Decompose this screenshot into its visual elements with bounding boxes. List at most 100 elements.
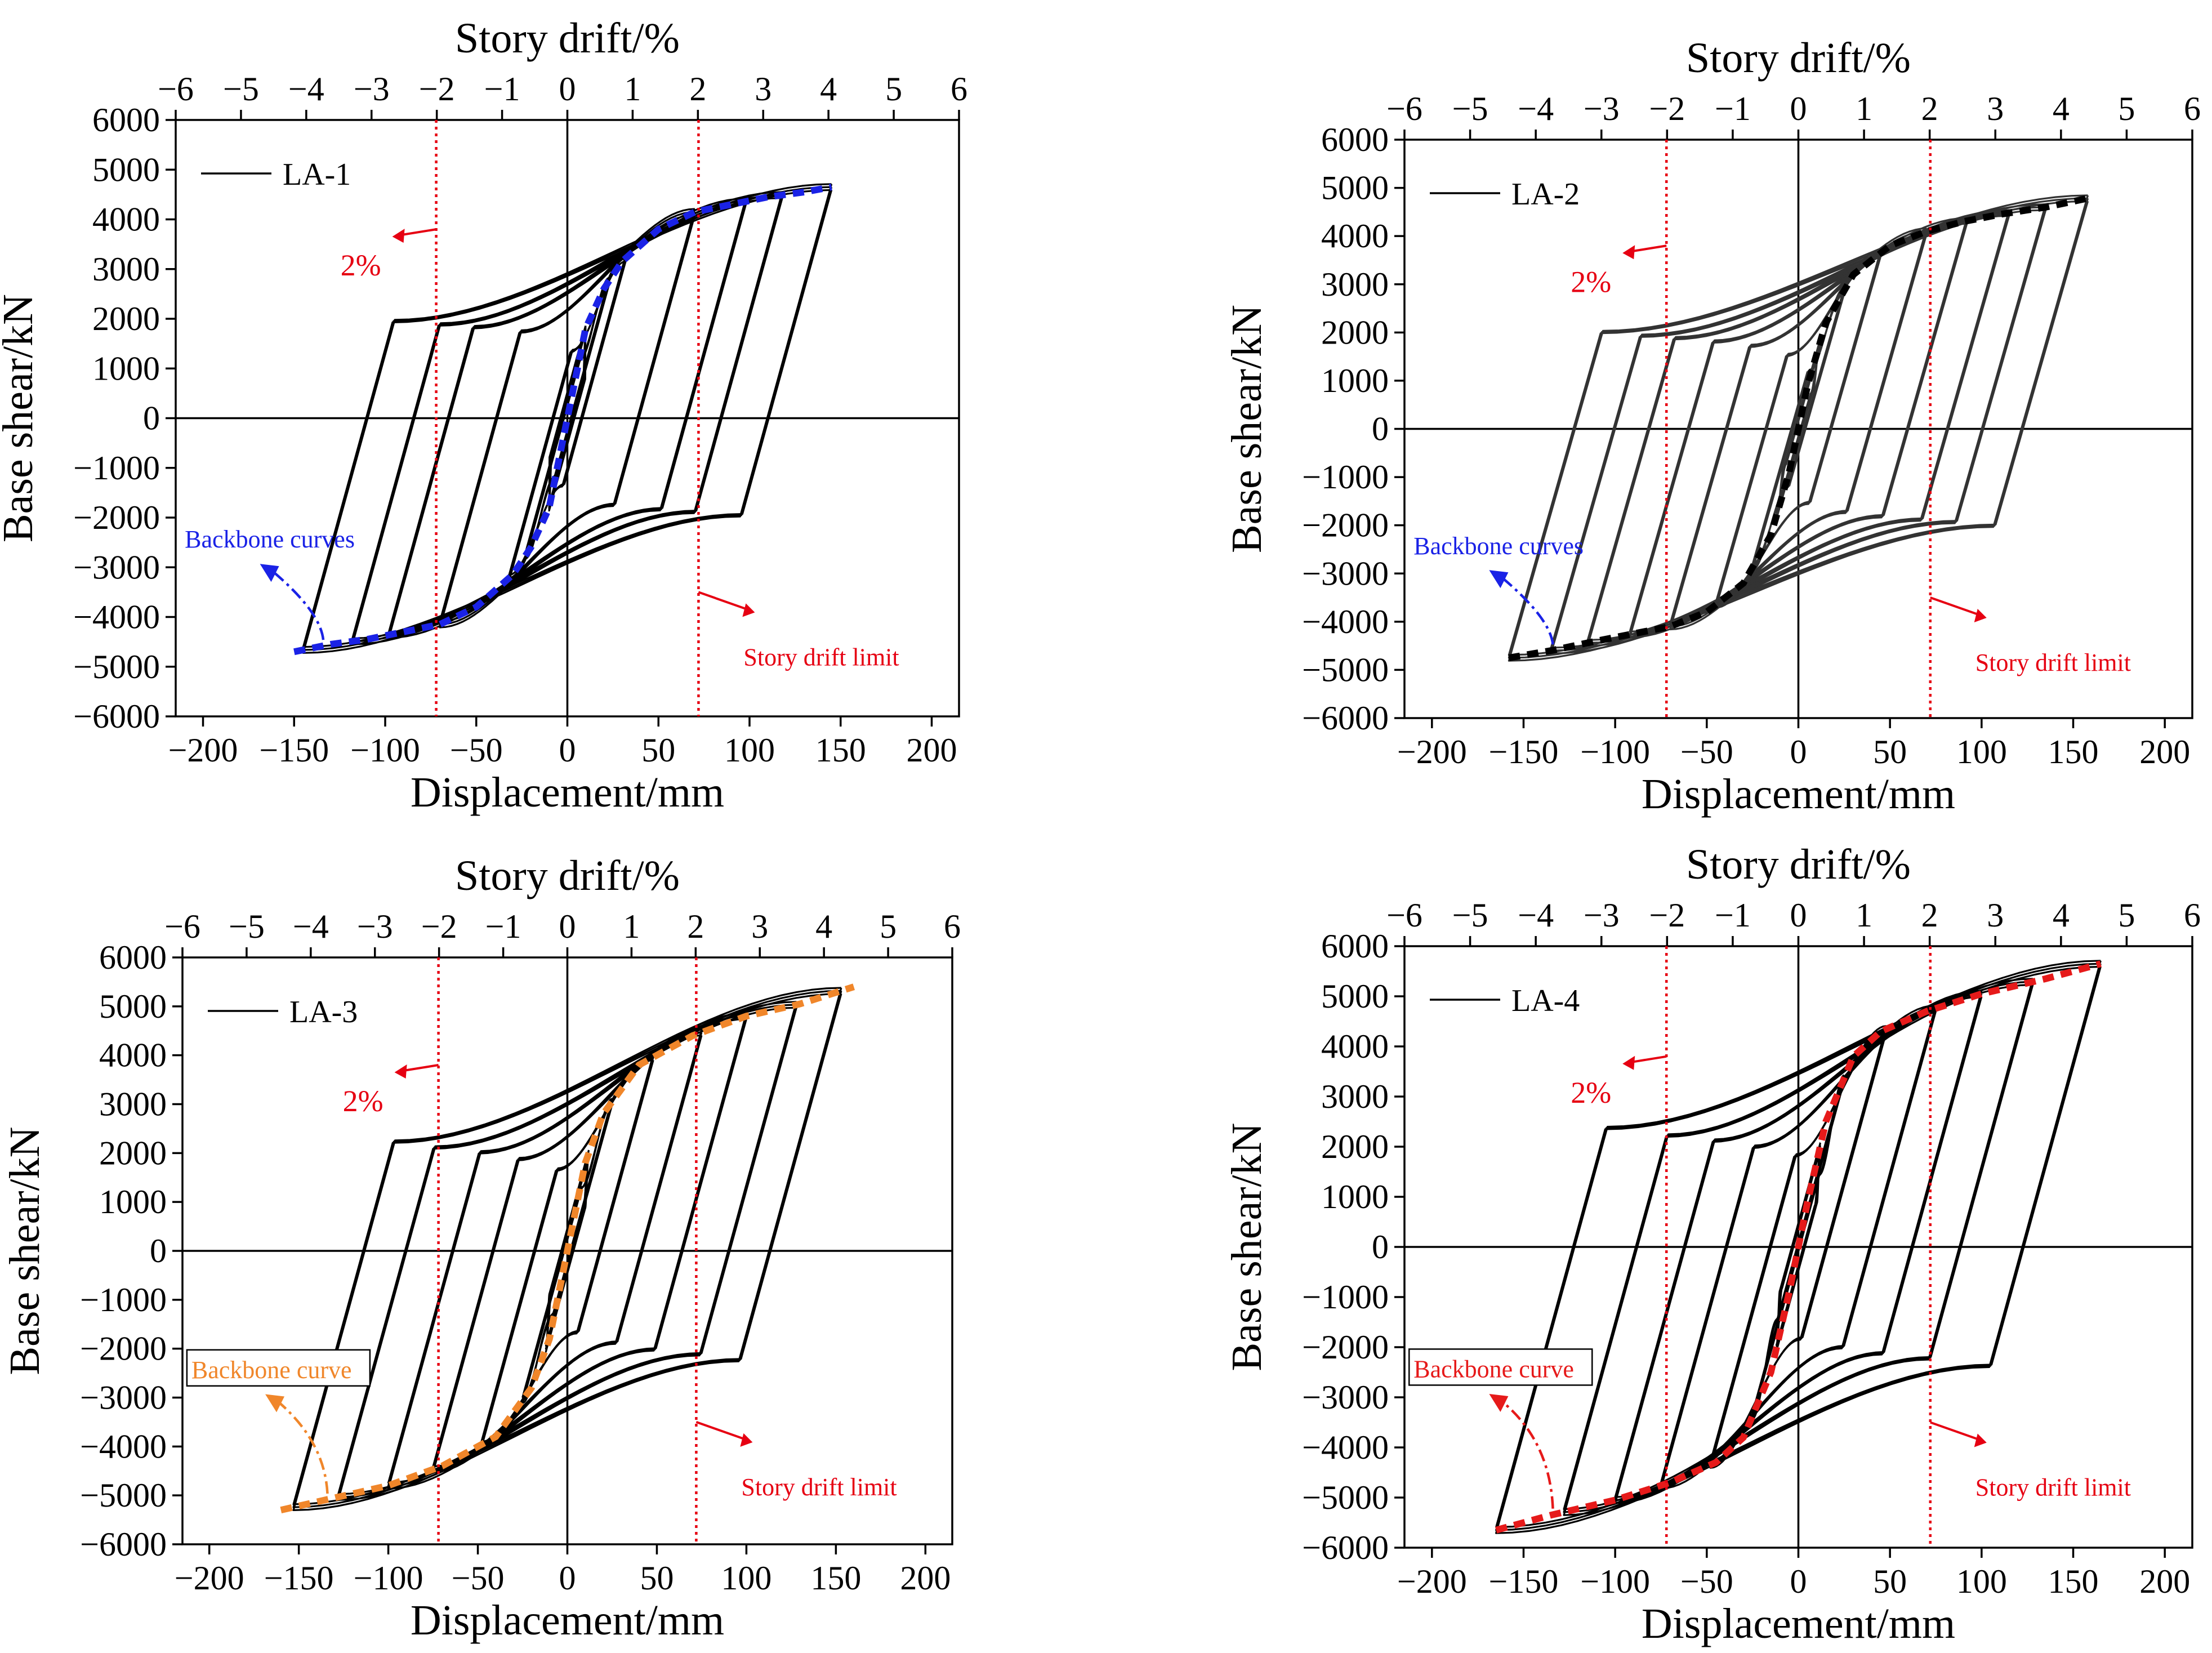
backbone-label: Backbone curve [191,1356,352,1384]
x-tick-label: 50 [640,1560,674,1597]
drift-tick-label: 0 [559,70,576,108]
arrowhead-limit [740,1433,753,1447]
y-tick-label: 5000 [1321,978,1389,1015]
y-tick-label: −5000 [1302,1479,1389,1516]
y-tick-label: 1000 [99,1183,167,1220]
y-axis-title: Base shear/kN [0,294,42,542]
x2-axis-title: Story drift/% [455,15,680,62]
x-tick-label: 0 [1790,733,1807,770]
drift-tick-label: −6 [164,908,200,945]
y-tick-label: 6000 [92,101,160,139]
arrow-limit [1930,1421,1979,1441]
drift-tick-label: 3 [755,70,771,108]
drift-tick-label: 1 [1856,90,1872,127]
y-tick-label: 1000 [92,350,160,387]
drift-tick-label: −6 [1386,90,1422,127]
x-axis-title: Displacement/mm [411,1597,724,1644]
y-tick-label: −6000 [1302,1529,1389,1566]
x2-axis-title: Story drift/% [455,852,680,899]
drift-tick-label: 6 [2184,90,2201,127]
y-tick-label: −2000 [80,1330,167,1367]
x-tick-label: −100 [1580,733,1650,770]
y-tick-label: −4000 [73,599,160,636]
y-axis-title: Base shear/kN [1223,1122,1270,1371]
drift-tick-label: −6 [1386,897,1422,934]
x-tick-label: 150 [810,1560,861,1597]
drift-tick-label: 5 [885,70,902,108]
arrowhead-2pct [392,229,405,243]
drift-tick-label: −4 [1518,90,1554,127]
drift-tick-label: −5 [1452,897,1488,934]
drift-tick-label: 2 [687,908,704,945]
x-axis-title: Displacement/mm [1642,1600,1955,1647]
y-tick-label: 1000 [1321,362,1389,399]
x-tick-label: 0 [559,1560,576,1597]
annotation-story-drift-limit: Story drift limit [1975,1474,2131,1501]
hysteresis-loop [292,987,842,1511]
panel-la-2: −200 −150 −100 −50 0 50 100 150 200−6 −5 −4 −3 −2 −1 0… [1223,34,2201,818]
drift-tick-label: −4 [1518,897,1554,934]
x-tick-label: 0 [559,732,576,769]
drift-tick-label: 6 [2184,897,2201,934]
y-tick-label: 5000 [1321,170,1389,207]
x-tick-label: 50 [1873,733,1907,770]
drift-tick-label: 1 [623,908,640,945]
drift-tick-label: −3 [354,70,390,108]
legend-label: LA-4 [1511,983,1580,1018]
x-tick-label: −200 [168,732,238,769]
x-tick-label: 50 [641,732,675,769]
y-tick-label: 0 [1372,411,1389,448]
x-tick-label: 100 [724,732,775,769]
y-tick-label: −3000 [1302,1379,1389,1416]
drift-tick-label: −1 [1715,897,1751,934]
plot-area [293,183,833,656]
x-tick-label: 150 [815,732,866,769]
y-tick-label: −1000 [80,1281,167,1318]
backbone-curve [1508,194,2093,661]
x-tick-label: 150 [2048,1563,2099,1600]
arrowhead-limit [1974,1433,1987,1447]
x2-axis-title: Story drift/% [1686,841,1911,888]
drift-tick-label: −2 [421,908,457,945]
x-tick-label: 200 [900,1560,951,1597]
plot-area [1495,960,2102,1534]
y-tick-label: 6000 [99,939,167,976]
y-tick-label: 3000 [99,1086,167,1123]
hysteresis-loop [1495,960,2102,1534]
backbone-pointer [279,1402,329,1494]
drift-tick-label: −5 [223,70,259,108]
plot-area [1508,194,2093,662]
drift-tick-label: 4 [820,70,837,108]
drift-tick-label: −4 [293,908,329,945]
x-tick-label: 200 [906,732,957,769]
y-tick-label: −4000 [1302,603,1389,640]
drift-tick-label: 4 [2053,90,2070,127]
arrow-limit [1930,596,1979,616]
backbone-curve [1495,960,2102,1534]
y-tick-label: 0 [150,1232,167,1269]
y-tick-label: −2000 [1302,1329,1389,1366]
backbone-pointer-head [1489,1394,1509,1412]
x-tick-label: −50 [452,1560,505,1597]
drift-tick-label: 3 [1987,90,2004,127]
drift-tick-label: 4 [2053,897,2070,934]
y-tick-label: −6000 [73,698,160,735]
y-tick-label: −4000 [80,1428,167,1465]
y-tick-label: −4000 [1302,1429,1389,1466]
arrowhead-limit [742,603,755,617]
x2-axis-title: Story drift/% [1686,34,1911,82]
arrowhead-limit [1974,609,1987,623]
drift-tick-label: −1 [1715,90,1751,127]
y-tick-label: 3000 [1321,1078,1389,1115]
x-tick-label: −150 [259,732,329,769]
backbone-pointer-head [260,564,279,582]
y-tick-label: −5000 [80,1477,167,1514]
drift-tick-label: 0 [559,908,576,945]
legend-label: LA-1 [283,157,351,192]
x-tick-label: −50 [1680,733,1733,770]
y-tick-label: −1000 [1302,1278,1389,1316]
x-tick-label: −100 [1580,1563,1650,1600]
y-tick-label: 3000 [1321,266,1389,303]
drift-tick-label: −2 [1649,897,1685,934]
legend-label: LA-3 [289,995,358,1030]
